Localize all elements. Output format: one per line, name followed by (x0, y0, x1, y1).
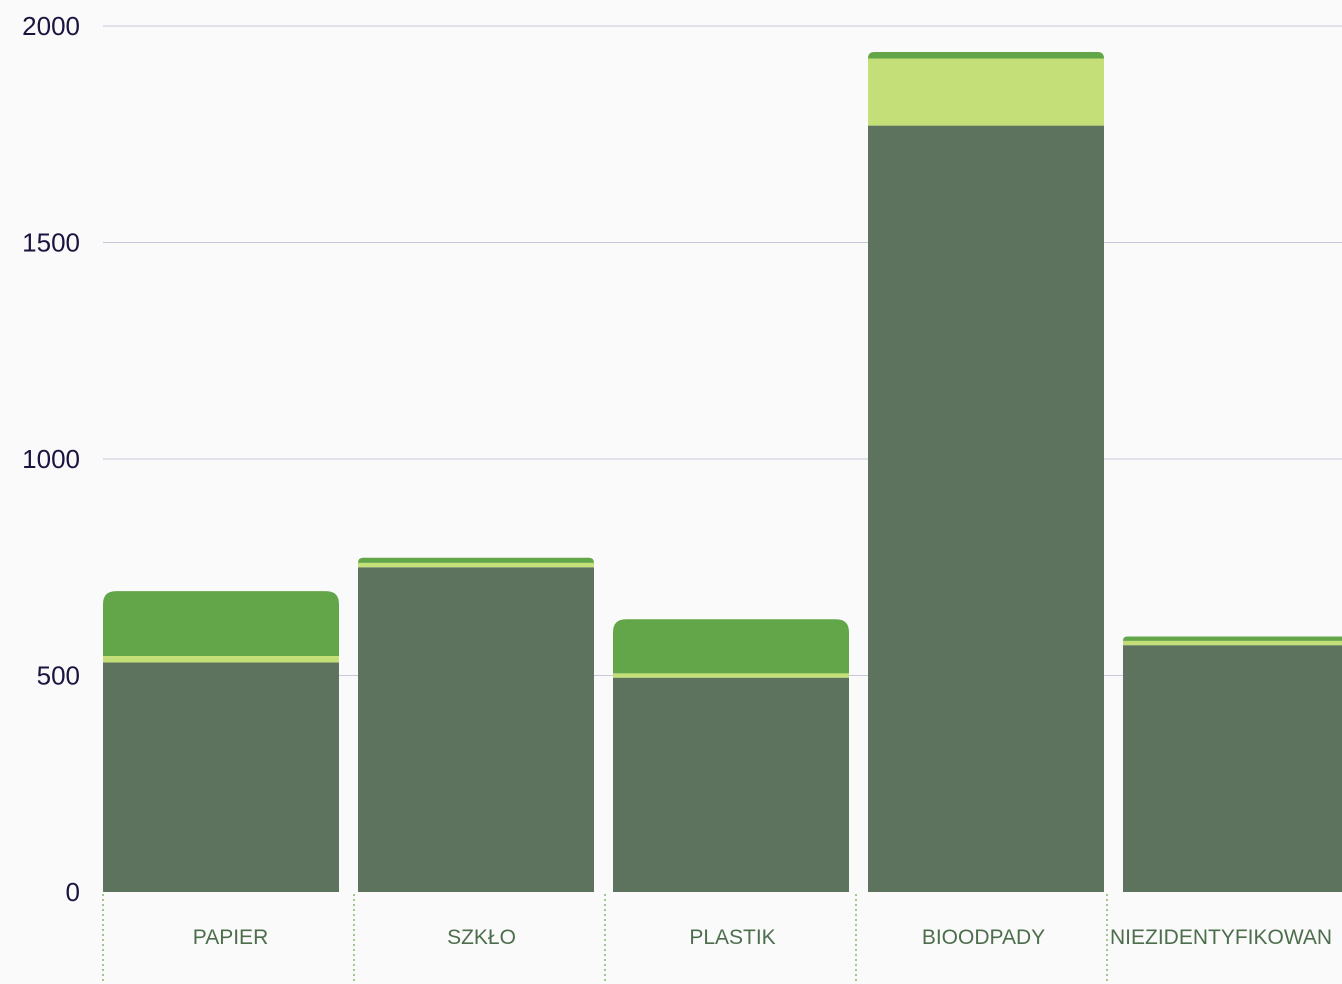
x-tick-label: BIOODPADY (922, 926, 1045, 949)
bars (103, 51, 1342, 893)
bar-segment (358, 557, 594, 563)
bar-segment (868, 125, 1104, 893)
bar-segment (1123, 645, 1342, 892)
x-tick-label: SZKŁO (447, 926, 516, 949)
bar-segment (613, 619, 849, 674)
bar-segment (1123, 640, 1342, 646)
bar-segment (358, 562, 594, 568)
x-tick-label: NIEZIDENTYFIKOWAN (1110, 926, 1332, 949)
y-tick-label: 500 (37, 661, 80, 691)
x-tick-label: PAPIER (193, 926, 268, 949)
bar-segment (103, 591, 339, 657)
category-dividers (102, 894, 1108, 984)
bar-segment (613, 677, 849, 892)
bar-segment (103, 662, 339, 892)
x-tick-label: PLASTIK (689, 926, 775, 949)
y-tick-label: 1000 (22, 444, 80, 474)
gridlines (103, 25, 1342, 676)
y-tick-label: 2000 (22, 11, 80, 41)
x-axis-ticks: PAPIER SZKŁO PLASTIK BIOODPADY NIEZIDENTYFIK… (193, 926, 1332, 949)
bar-segment (868, 58, 1104, 126)
y-tick-label: 1500 (22, 228, 80, 258)
bar-segment (868, 51, 1104, 59)
bar-segment (613, 673, 849, 678)
y-axis-ticks: 0 500 1000 1500 2000 (22, 11, 80, 907)
bar-segment (358, 567, 594, 892)
bar-segment (1123, 636, 1342, 641)
bar-segment (103, 656, 339, 663)
y-tick-label: 0 (66, 877, 80, 907)
